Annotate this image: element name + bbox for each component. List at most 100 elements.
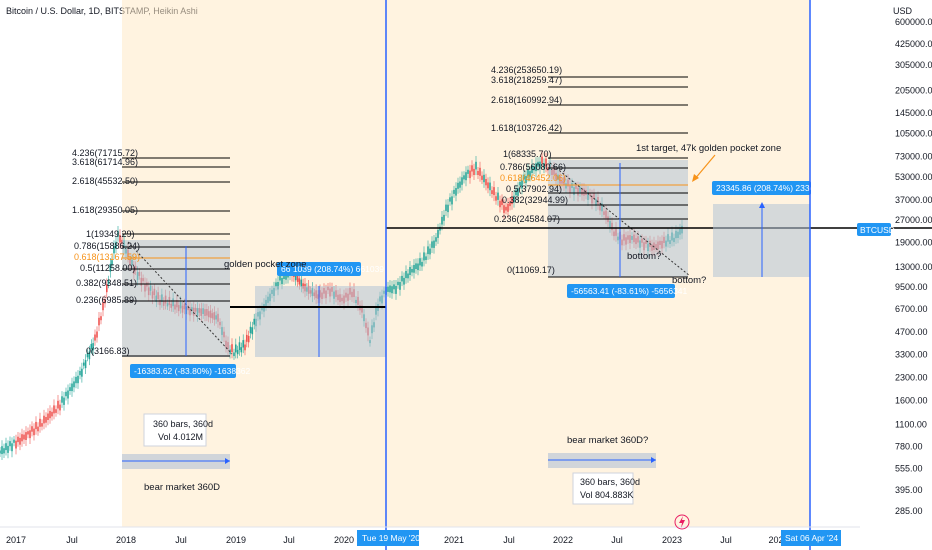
stats-2022[interactable]: bear market 360D? 360 bars, 360d Vol 804… bbox=[548, 435, 656, 505]
candle-body bbox=[431, 241, 433, 248]
candle-body bbox=[51, 411, 53, 417]
candle-body bbox=[515, 189, 517, 196]
candle-body bbox=[75, 376, 77, 384]
time-axis-tick: 2022 bbox=[553, 535, 573, 545]
candle-body bbox=[29, 430, 31, 439]
candle-body bbox=[465, 172, 467, 181]
candle-body bbox=[545, 158, 547, 167]
candle-body bbox=[511, 196, 513, 205]
time-axis-tick: 2021 bbox=[444, 535, 464, 545]
stats-2022-vol: Vol 804.883K bbox=[580, 490, 634, 500]
stats-2018[interactable]: 360 bars, 360d Vol 4.012M bear market 36… bbox=[122, 413, 230, 493]
candle-body bbox=[300, 279, 303, 287]
price-axis-tick: 37000.00 bbox=[895, 195, 932, 205]
price-axis-tick: 27000.00 bbox=[895, 215, 932, 225]
candle-body bbox=[240, 347, 243, 353]
lightning-icon[interactable] bbox=[674, 514, 690, 530]
candle-body bbox=[100, 316, 102, 321]
price-axis-tick: 425000.00 bbox=[895, 39, 932, 49]
candle-body bbox=[119, 235, 121, 243]
candle-body bbox=[509, 201, 511, 207]
time-axis-tick: 202 bbox=[768, 535, 783, 545]
candle-body bbox=[27, 431, 29, 435]
candle-body bbox=[507, 203, 509, 212]
fib-2022-label: 1.618(103726.42) bbox=[491, 123, 562, 133]
candle-body bbox=[69, 387, 71, 391]
candle-body bbox=[3, 448, 5, 454]
ticker-tag bbox=[857, 223, 891, 236]
candle-body bbox=[73, 381, 75, 388]
fib-2018-label: 4.236(71715.72) bbox=[72, 148, 138, 158]
candle-body bbox=[33, 428, 35, 436]
first-target-annotation: 1st target, 47k golden pocket zone bbox=[636, 143, 781, 154]
candle-body bbox=[473, 168, 475, 175]
bottom-annotation-2: bottom? bbox=[672, 275, 706, 286]
candle-body bbox=[481, 175, 483, 180]
fib-2018-label: 0.5(11258.00) bbox=[80, 263, 135, 273]
price-axis-tick: 6700.00 bbox=[895, 304, 928, 314]
candle-body bbox=[246, 334, 248, 342]
candle-body bbox=[453, 189, 455, 194]
candle-body bbox=[98, 317, 100, 326]
candle-body bbox=[104, 299, 106, 304]
candle-body bbox=[86, 353, 89, 358]
candle-body bbox=[249, 326, 252, 334]
candle-body bbox=[298, 278, 301, 285]
recovery-2019[interactable]: 66 1039 (208.74%) 661039 golden pocket z… bbox=[224, 259, 386, 357]
price-axis[interactable]: USD 600000.00 425000.00 305000.00 205000.00… bbox=[893, 6, 932, 516]
candle-body bbox=[525, 175, 527, 184]
time-axis[interactable]: 2017 Jul 2018 Jul 2019 Jul 2020 2021 Jul 2022 Jul 2… bbox=[0, 526, 860, 545]
fib-2022[interactable]: 4.236(253650.19) 3.618(218259.47) 2.618(… bbox=[386, 65, 932, 298]
price-axis-tick: 13000.00 bbox=[895, 262, 932, 272]
time-axis-tick: Jul bbox=[720, 535, 732, 545]
candle-body bbox=[523, 174, 525, 180]
candle-body bbox=[455, 188, 457, 196]
ticker-label: BTCUSD bbox=[860, 225, 895, 235]
candle-body bbox=[242, 340, 244, 348]
candle-body bbox=[417, 263, 419, 271]
fib-2022-label: 1(68335.70) bbox=[503, 149, 552, 159]
price-axis-tick: 1600.00 bbox=[895, 396, 928, 406]
candle-body bbox=[39, 418, 41, 427]
candle-body bbox=[15, 440, 17, 449]
candle-body bbox=[425, 256, 427, 260]
price-axis-tick: 73000.00 bbox=[895, 152, 932, 162]
candle-body bbox=[397, 281, 399, 286]
candle-body bbox=[541, 156, 543, 164]
price-axis-tick: 600000.00 bbox=[895, 17, 932, 27]
drawings-layer[interactable]: 4.236(71715.72) 3.618(61714.96) 2.618(45… bbox=[72, 65, 932, 505]
candle-body bbox=[117, 230, 119, 237]
time-axis-tick: Jul bbox=[611, 535, 623, 545]
candle-body bbox=[469, 170, 471, 179]
fib-2022-label: 3.618(218259.47) bbox=[491, 75, 562, 85]
candle-body bbox=[461, 177, 463, 185]
projection-2024[interactable]: 23345.86 (208.74%) 2334586 bbox=[712, 181, 829, 277]
candle-body bbox=[247, 335, 250, 343]
candle-body bbox=[35, 421, 37, 430]
candle-body bbox=[109, 263, 112, 272]
candle-body bbox=[413, 265, 415, 273]
candle-body bbox=[236, 349, 239, 355]
candle-body bbox=[415, 263, 417, 269]
stats-2022-box bbox=[572, 472, 634, 505]
golden-pocket-annotation: golden pocket zone bbox=[224, 259, 306, 270]
projection-arrowhead bbox=[759, 202, 765, 208]
candle-body bbox=[285, 275, 287, 280]
candle-body bbox=[409, 267, 411, 275]
candle-body bbox=[499, 200, 501, 208]
candle-body bbox=[403, 277, 405, 285]
candle-body bbox=[13, 439, 15, 443]
time-axis-tick: Jul bbox=[66, 535, 78, 545]
candle-body bbox=[449, 197, 451, 202]
drop-2018-tag[interactable]: -16383.62 (-83.80%) -1638362 bbox=[130, 364, 251, 378]
candle-body bbox=[45, 417, 47, 423]
candle-body bbox=[113, 245, 115, 254]
fib-2018[interactable]: 4.236(71715.72) 3.618(61714.96) 2.618(45… bbox=[72, 148, 233, 357]
fib-2022-label: 0.618(46452.06) bbox=[500, 173, 566, 183]
bottom-annotation-1: bottom? bbox=[627, 251, 661, 262]
bear-2018-annotation: bear market 360D bbox=[144, 482, 220, 493]
fib-2022-label: 0.382(32944.99) bbox=[502, 195, 568, 205]
price-axis-tick: 19000.00 bbox=[895, 238, 932, 248]
candle-body bbox=[463, 175, 465, 180]
